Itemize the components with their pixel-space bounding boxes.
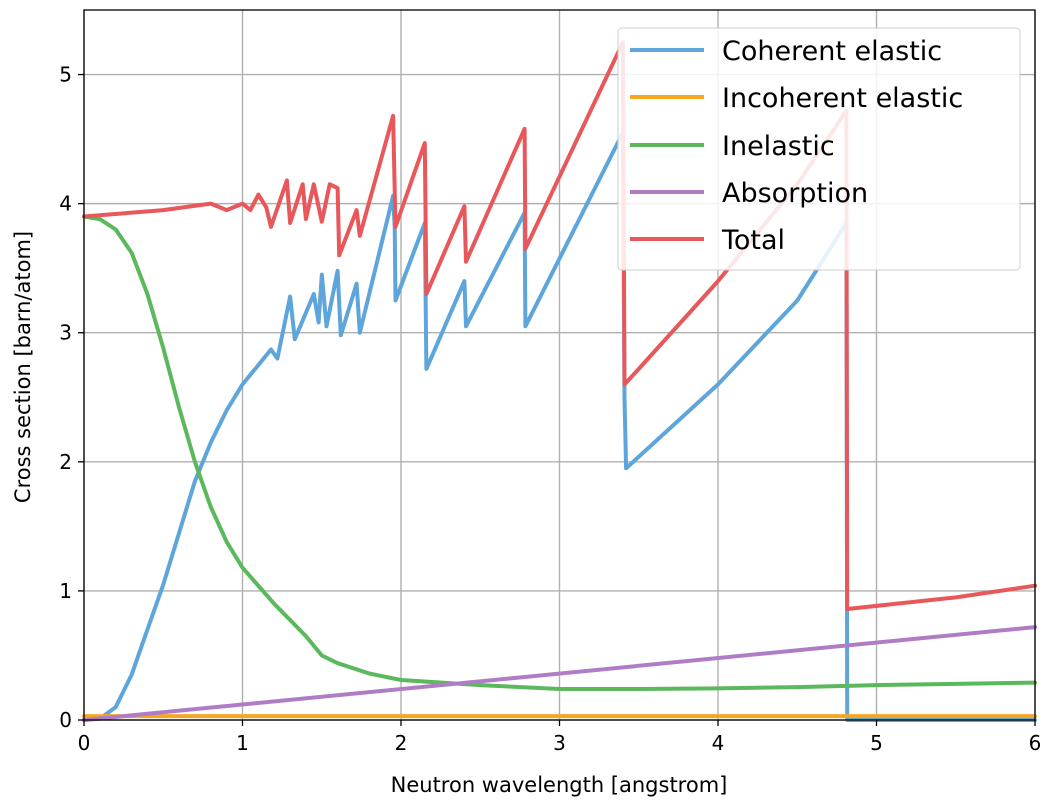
y-tick-label: 1 <box>59 579 72 603</box>
series-line-inelastic <box>82 214 1037 691</box>
y-axis-label: Cross section [barn/atom] <box>11 231 35 503</box>
legend-label-incoherent: Incoherent elastic <box>722 83 963 114</box>
legend-box <box>617 27 1021 271</box>
y-tick-label: 5 <box>59 63 72 87</box>
legend-entry-absorption: Absorption <box>630 178 868 209</box>
y-tick-label: 2 <box>59 450 72 474</box>
x-axis-label: Neutron wavelength [angstrom] <box>391 773 728 797</box>
axis-ticks: 0 1 2 3 4 5 6 0 1 2 3 4 5 <box>59 63 1041 755</box>
legend-entry-inelastic: Inelastic <box>630 131 835 162</box>
legend-label-inelastic: Inelastic <box>722 131 835 162</box>
legend-entry-total: Total <box>630 225 785 256</box>
y-tick-label: 0 <box>59 708 72 732</box>
legend-entry-incoherent: Incoherent elastic <box>630 83 963 114</box>
legend-label-coherent: Coherent elastic <box>722 36 942 67</box>
x-tick-label: 0 <box>78 731 91 755</box>
y-tick-label: 3 <box>59 321 72 345</box>
x-tick-label: 1 <box>236 731 249 755</box>
legend-label-absorption: Absorption <box>722 178 868 209</box>
x-tick-label: 5 <box>870 731 883 755</box>
series-line-absorption <box>82 625 1037 722</box>
y-tick-label: 4 <box>59 192 72 216</box>
legend-label-total: Total <box>721 225 785 256</box>
x-tick-label: 4 <box>712 731 725 755</box>
legend: Coherent elastic Incoherent elastic Inel… <box>617 27 1021 271</box>
legend-entry-coherent: Coherent elastic <box>630 36 942 67</box>
x-tick-label: 3 <box>553 731 566 755</box>
x-tick-label: 2 <box>395 731 408 755</box>
x-tick-label: 6 <box>1029 731 1042 755</box>
series-line-total <box>82 40 1037 611</box>
